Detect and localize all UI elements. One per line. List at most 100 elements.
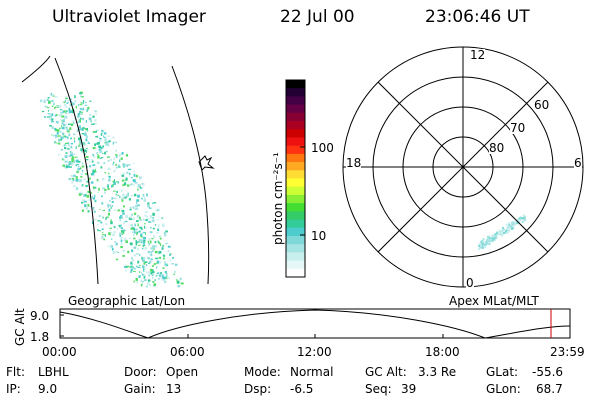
aurora-pixel: [105, 143, 109, 146]
colorbar-cell: [286, 153, 305, 163]
aurora-pixel: [120, 239, 123, 243]
aurora-pixel: [80, 173, 83, 175]
aurora-pixel: [43, 99, 45, 101]
aurora-pixel: [78, 192, 82, 196]
aurora-pixel: [132, 259, 135, 262]
aurora-pixel: [481, 243, 484, 246]
aurora-pixel: [89, 177, 91, 180]
aurora-pixel: [78, 145, 81, 147]
aurora-pixel: [67, 142, 70, 144]
aurora-pixel: [159, 237, 162, 240]
aurora-pixel: [47, 98, 50, 101]
aurora-pixel: [95, 169, 96, 173]
aurora-pixel: [514, 223, 517, 226]
aurora-pixel: [70, 98, 72, 101]
aurora-pixel: [139, 177, 141, 180]
aurora-pixel: [141, 256, 143, 260]
aurora-pixel: [95, 167, 97, 169]
aurora-pixel: [89, 100, 92, 102]
aurora-pixel: [144, 197, 146, 201]
aurora-pixel: [129, 237, 131, 239]
aurora-pixel: [48, 101, 50, 104]
aurora-pixel: [507, 227, 510, 230]
aurora-pixel: [142, 193, 145, 196]
aurora-pixel: [163, 232, 166, 235]
aurora-pixel: [141, 197, 143, 200]
aurora-pixel: [107, 245, 109, 247]
alt-xtick-label-1800: 18:00: [425, 345, 460, 359]
aurora-pixel: [156, 219, 159, 221]
aurora-pixel: [79, 119, 81, 123]
aurora-pixel: [64, 115, 68, 119]
aurora-pixel: [79, 104, 83, 106]
aurora-pixel: [58, 138, 60, 142]
aurora-pixel: [122, 249, 125, 253]
aurora-pixel: [101, 178, 105, 181]
aurora-pixel: [92, 131, 95, 133]
aurora-pixel: [93, 210, 96, 213]
aurora-pixel: [76, 163, 79, 165]
aurora-pixel: [65, 97, 68, 100]
aurora-pixel: [120, 207, 122, 210]
aurora-pixel: [96, 129, 99, 131]
aurora-pixel: [139, 186, 143, 190]
aurora-pixel: [150, 215, 152, 218]
aurora-pixel: [120, 231, 124, 233]
aurora-pixel: [90, 181, 94, 184]
aurora-pixel: [147, 257, 150, 260]
aurora-pixel: [116, 167, 118, 169]
aurora-pixel: [167, 245, 171, 248]
aurora-pixel: [137, 215, 140, 219]
aurora-pixel: [112, 137, 115, 139]
aurora-pixel: [488, 240, 491, 243]
aurora-pixel: [54, 141, 56, 144]
aurora-pixel: [138, 254, 141, 257]
aurora-pixel: [62, 126, 65, 130]
glon-value: 68.7: [536, 382, 563, 396]
aurora-pixel: [121, 199, 124, 202]
aurora-pixel: [84, 131, 86, 134]
aurora-pixel: [65, 126, 68, 128]
aurora-pixel: [78, 137, 81, 141]
aurora-pixel: [64, 123, 68, 125]
mode-label: Mode:: [244, 365, 281, 379]
instrument-title: Ultraviolet Imager: [52, 7, 206, 27]
aurora-pixel: [86, 130, 89, 132]
aurora-pixel: [158, 242, 161, 245]
alt-ytick-label-9: 9.0: [30, 309, 50, 323]
aurora-pixel: [128, 217, 132, 220]
aurora-pixel: [107, 167, 111, 171]
aurora-pixel: [104, 138, 107, 141]
aurora-pixel: [73, 122, 75, 125]
aurora-pixel: [171, 263, 174, 265]
aurora-emission-polar: [477, 214, 527, 251]
colorbar-cell: [286, 96, 305, 106]
aurora-pixel: [129, 242, 133, 246]
aurora-pixel: [94, 143, 96, 147]
aurora-pixel: [78, 168, 82, 170]
aurora-pixel: [71, 160, 74, 163]
aurora-pixel: [143, 244, 146, 246]
aurora-pixel: [98, 145, 102, 149]
aurora-pixel: [487, 240, 490, 243]
aurora-pixel: [110, 245, 113, 248]
aurora-pixel: [164, 270, 167, 274]
aurora-pixel: [502, 227, 505, 229]
aurora-pixel: [101, 234, 105, 236]
aurora-pixel: [133, 228, 135, 232]
aurora-pixel: [124, 238, 127, 241]
aurora-pixel: [83, 178, 86, 181]
aurora-pixel: [70, 137, 72, 140]
aurora-pixel: [76, 129, 80, 132]
aurora-pixel: [130, 176, 133, 179]
aurora-pixel: [153, 263, 156, 265]
aurora-pixel: [117, 209, 120, 212]
aurora-pixel: [152, 277, 154, 279]
aurora-pixel: [79, 127, 83, 131]
aurora-pixel: [60, 131, 63, 133]
aurora-pixel: [84, 101, 87, 103]
alt-xtick-label-0600: 06:00: [170, 345, 205, 359]
aurora-pixel: [176, 282, 180, 284]
